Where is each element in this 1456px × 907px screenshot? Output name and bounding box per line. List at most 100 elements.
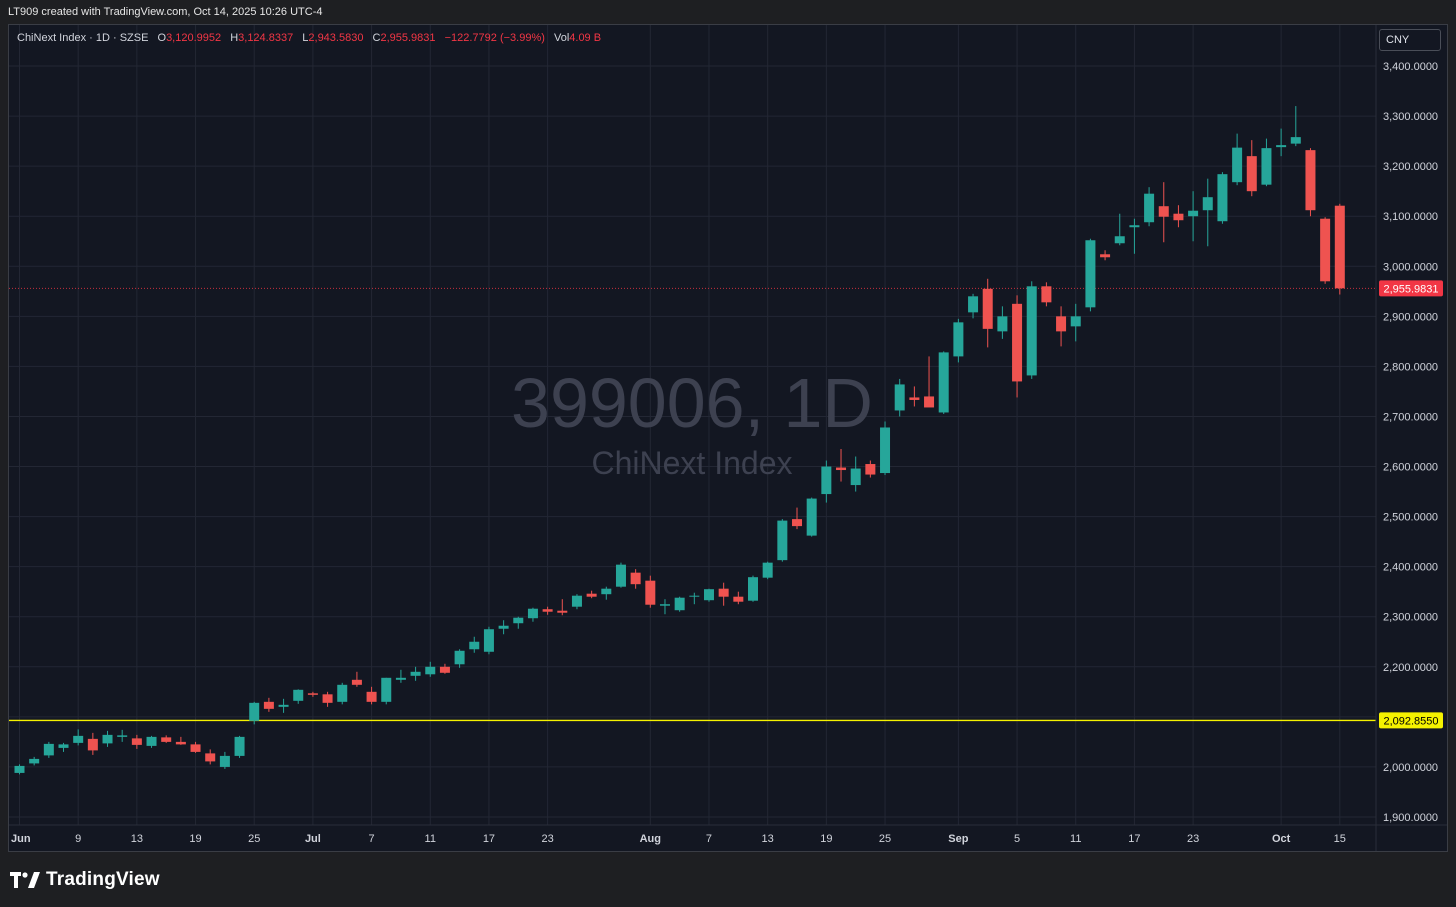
candle-body[interactable]: [483, 629, 494, 652]
candle-body[interactable]: [748, 577, 758, 601]
candle-body[interactable]: [1217, 174, 1228, 222]
candle-body[interactable]: [366, 691, 377, 702]
candle-body[interactable]: [821, 466, 832, 495]
candle-body[interactable]: [469, 641, 480, 650]
candle-body[interactable]: [894, 384, 905, 411]
candle-body[interactable]: [997, 316, 1008, 332]
candle-body[interactable]: [43, 743, 54, 756]
candle-body[interactable]: [425, 666, 436, 675]
candle-body[interactable]: [351, 679, 362, 685]
candle-body[interactable]: [1334, 205, 1345, 289]
candle-body[interactable]: [14, 765, 25, 773]
candle-body[interactable]: [762, 562, 773, 578]
candle-body[interactable]: [190, 744, 201, 752]
currency-button[interactable]: CNY: [1379, 29, 1441, 51]
candle-body[interactable]: [146, 736, 157, 746]
candle-body[interactable]: [1144, 193, 1155, 223]
candle-body[interactable]: [58, 744, 69, 748]
candle-body[interactable]: [674, 597, 685, 611]
candle-body[interactable]: [513, 617, 524, 624]
candle-body[interactable]: [938, 352, 949, 413]
candle-body[interactable]: [161, 737, 172, 742]
candle-body[interactable]: [968, 296, 979, 313]
candle-body[interactable]: [1026, 286, 1037, 376]
candle-body[interactable]: [1188, 210, 1199, 217]
candle-body[interactable]: [337, 684, 348, 702]
candle-body[interactable]: [131, 738, 142, 745]
candle-body[interactable]: [1232, 147, 1243, 183]
candle-body[interactable]: [880, 427, 891, 474]
candle-body[interactable]: [1012, 303, 1023, 382]
candle-body[interactable]: [1100, 254, 1111, 258]
candle-body[interactable]: [1070, 316, 1081, 327]
candle-body[interactable]: [454, 650, 465, 665]
candle-body[interactable]: [630, 572, 641, 585]
candle-body[interactable]: [219, 755, 230, 767]
candle-body[interactable]: [645, 580, 656, 605]
candle-body[interactable]: [542, 609, 553, 612]
candle-body[interactable]: [263, 701, 274, 709]
candle-body[interactable]: [659, 604, 670, 606]
candle-body[interactable]: [527, 608, 538, 619]
time-tick-label: 17: [483, 833, 495, 845]
candle-body[interactable]: [1261, 148, 1272, 185]
candle-body[interactable]: [102, 734, 113, 744]
candle-body[interactable]: [571, 595, 582, 607]
candle-body[interactable]: [87, 738, 98, 751]
candle-body[interactable]: [718, 588, 729, 597]
candle-body[interactable]: [1173, 213, 1184, 221]
candle-body[interactable]: [733, 596, 744, 602]
candle-body[interactable]: [1085, 240, 1096, 308]
candle-body[interactable]: [689, 595, 700, 597]
candle-body[interactable]: [29, 758, 40, 764]
candle-body[interactable]: [439, 666, 450, 673]
candle-body[interactable]: [1129, 225, 1140, 228]
candle-body[interactable]: [836, 467, 847, 471]
candle-body[interactable]: [1202, 197, 1213, 211]
candle-body[interactable]: [601, 588, 612, 595]
candle-body[interactable]: [792, 519, 803, 527]
candle-body[interactable]: [278, 704, 289, 707]
candle-body[interactable]: [1246, 156, 1257, 192]
tradingview-logo[interactable]: TradingView: [10, 868, 160, 892]
candle-body[interactable]: [249, 702, 260, 721]
candle-body[interactable]: [293, 689, 304, 701]
candle-body[interactable]: [777, 520, 788, 561]
candle-body[interactable]: [1305, 150, 1316, 211]
candle-body[interactable]: [73, 735, 84, 743]
candle-body[interactable]: [615, 564, 626, 587]
candle-body[interactable]: [1056, 316, 1067, 332]
time-tick-label: 19: [820, 833, 832, 845]
candle-body[interactable]: [806, 498, 817, 536]
candle-body[interactable]: [1276, 145, 1287, 148]
candle-body[interactable]: [395, 677, 406, 680]
candle-body[interactable]: [117, 735, 128, 737]
chart-frame[interactable]: 399006, 1D ChiNext Index 1,900.0000 2,000.0…: [8, 24, 1448, 852]
price-tick-label: 2,200.0000: [1383, 662, 1438, 674]
candle-body[interactable]: [909, 397, 920, 400]
price-tick-label: 2,700.0000: [1383, 411, 1438, 423]
candle-body[interactable]: [410, 671, 421, 676]
candle-body[interactable]: [234, 736, 245, 756]
candle-body[interactable]: [586, 593, 597, 597]
candle-body[interactable]: [307, 693, 318, 695]
candle-body[interactable]: [1041, 286, 1052, 303]
candle-body[interactable]: [1114, 236, 1125, 244]
candle-body[interactable]: [982, 288, 993, 329]
candle-body[interactable]: [953, 322, 964, 357]
candle-body[interactable]: [924, 396, 935, 408]
candle-body[interactable]: [175, 741, 186, 745]
candle-body[interactable]: [205, 753, 216, 762]
candle-body[interactable]: [865, 464, 876, 475]
candle-body[interactable]: [1320, 218, 1331, 282]
candle-body[interactable]: [850, 468, 861, 486]
candle-body[interactable]: [557, 610, 568, 613]
candle-body[interactable]: [1158, 206, 1169, 217]
candle-body[interactable]: [1290, 137, 1301, 144]
price-tick-label: 3,400.0000: [1383, 61, 1438, 73]
candle-body[interactable]: [322, 694, 333, 703]
candle-body[interactable]: [703, 589, 714, 601]
candle-body[interactable]: [498, 625, 509, 629]
candle-body[interactable]: [381, 677, 392, 702]
